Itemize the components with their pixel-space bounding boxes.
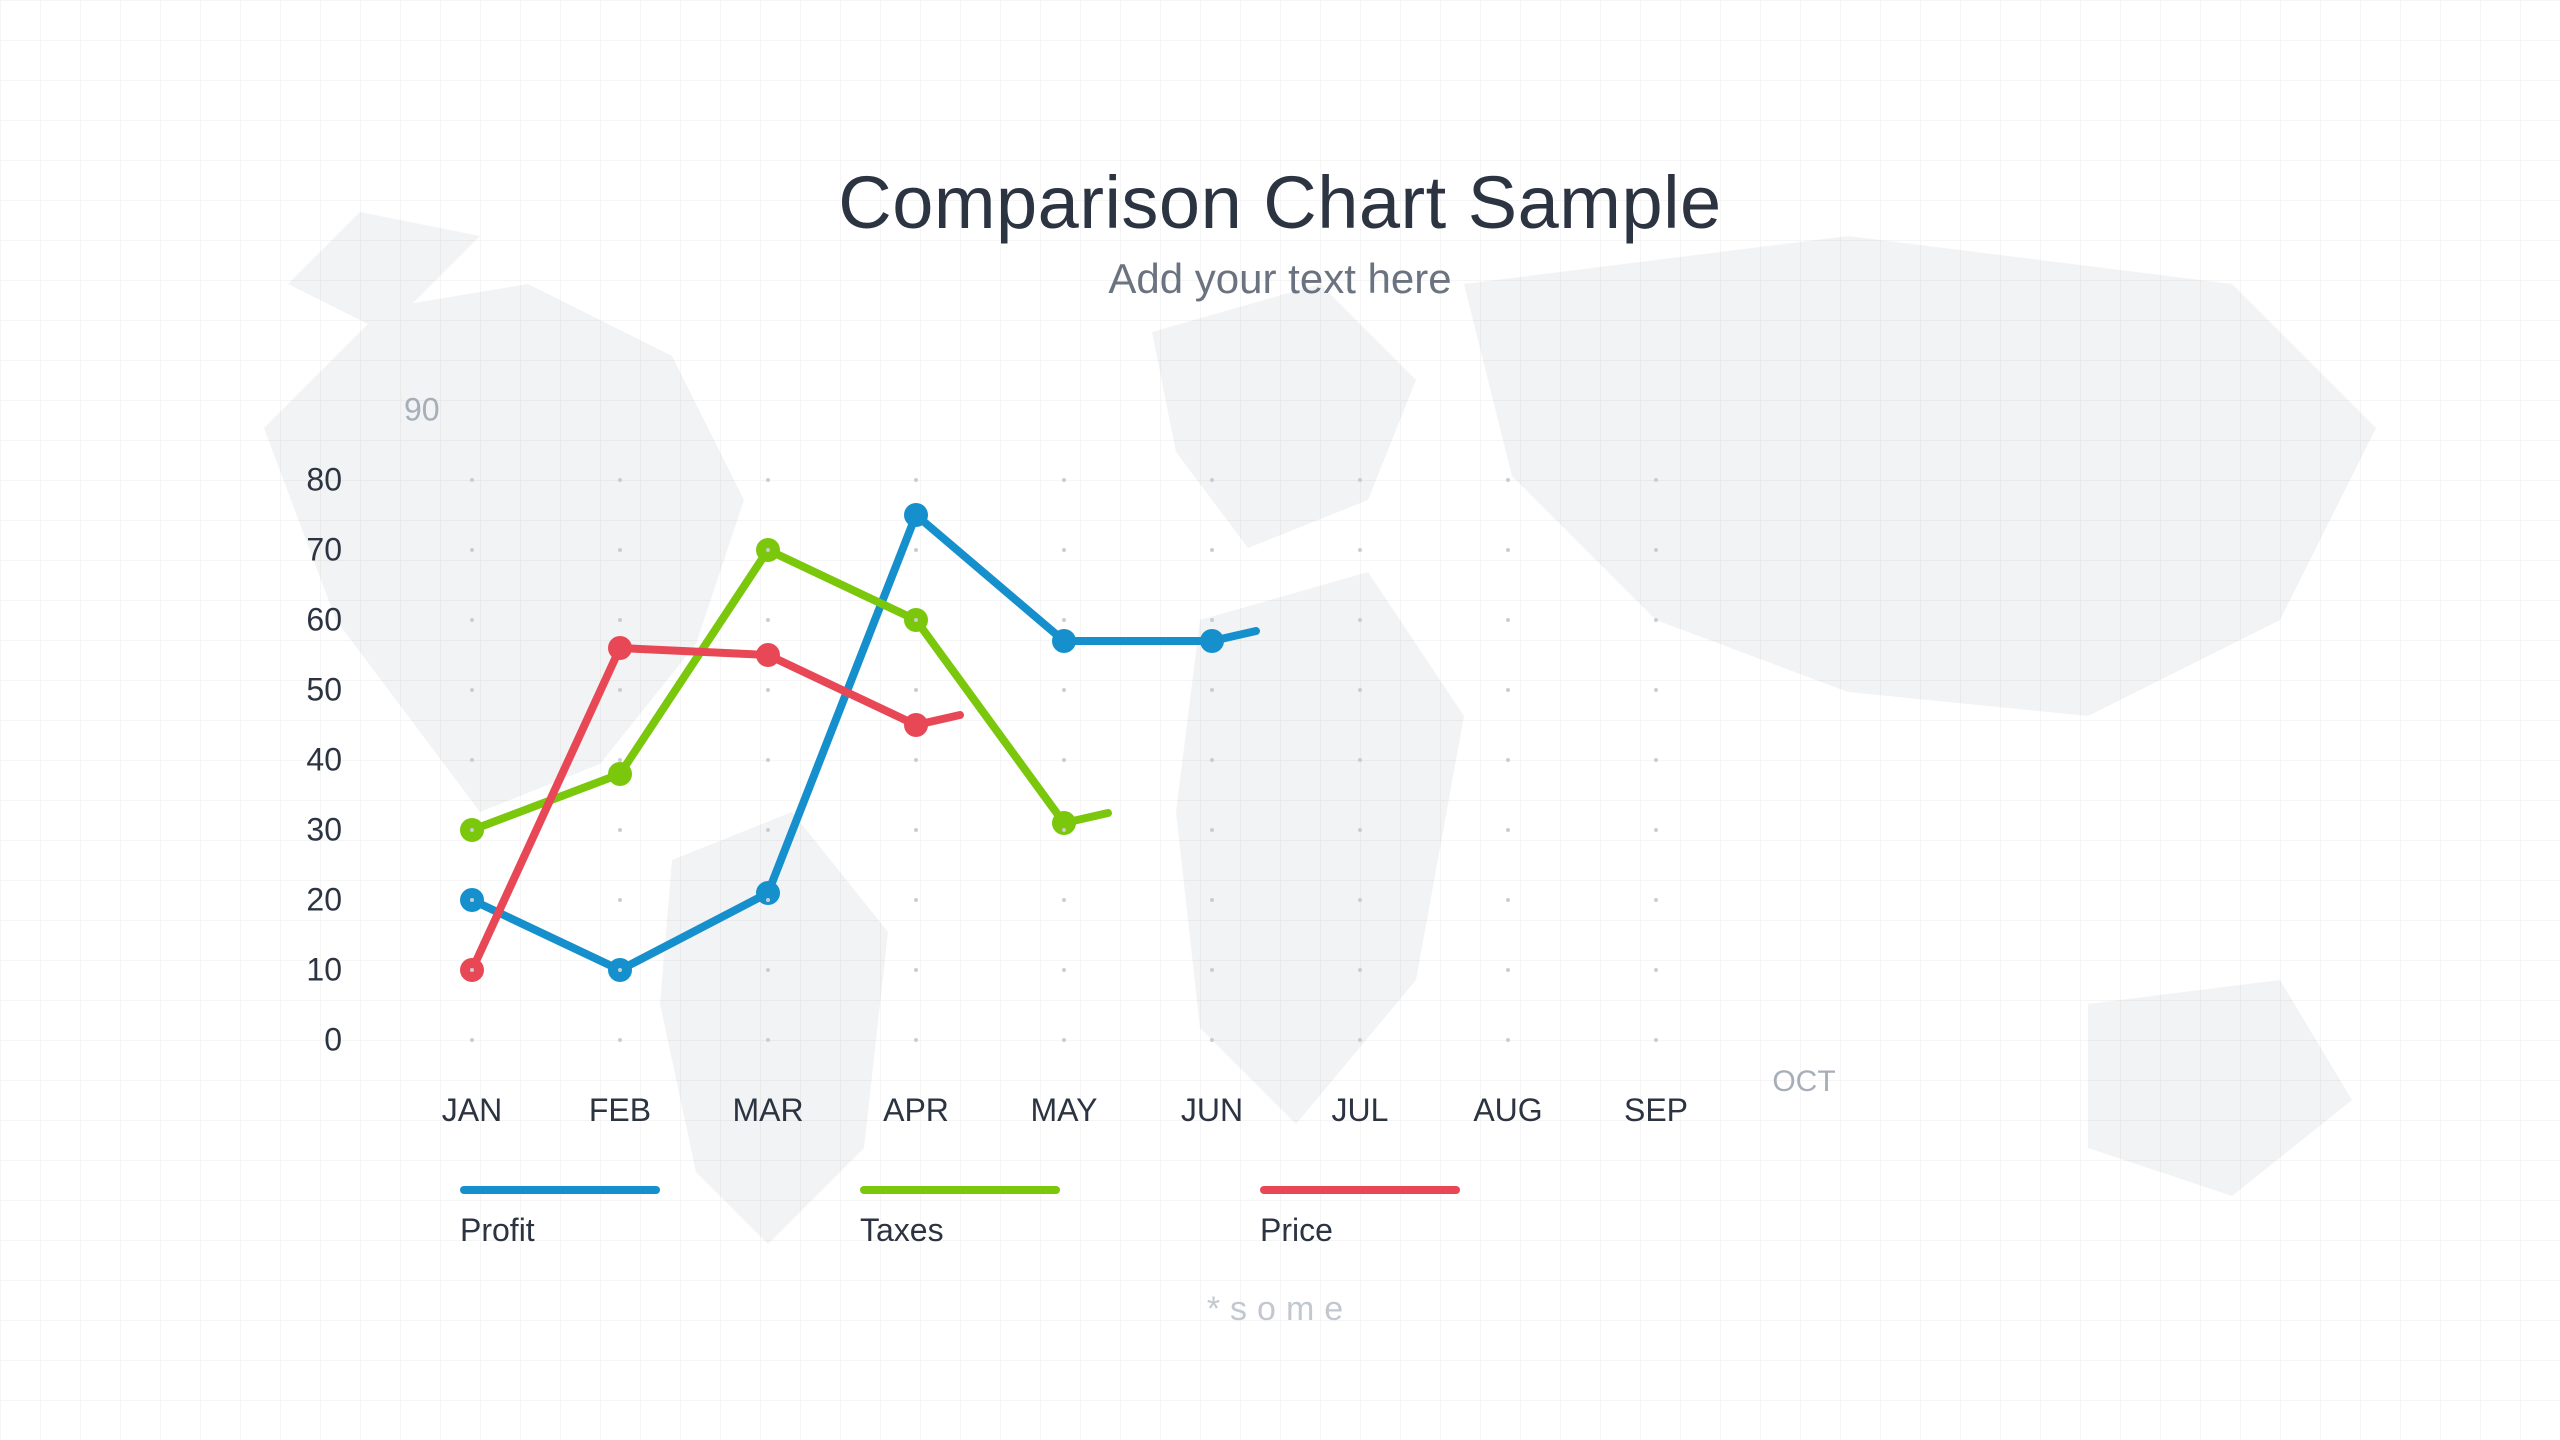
series-marker-profit: [904, 503, 928, 527]
y-axis-tick-label: 30: [306, 812, 342, 849]
y-axis-tick-label: 70: [306, 532, 342, 569]
series-marker-profit: [1200, 629, 1224, 653]
legend-swatch: [860, 1186, 1060, 1194]
footnote-text: *some: [0, 1290, 2560, 1329]
x-axis-tick-label: JUL: [1332, 1092, 1389, 1129]
series-marker-price: [756, 643, 780, 667]
y-axis-tick-label: 10: [306, 952, 342, 989]
legend-label: Price: [1260, 1212, 1333, 1249]
x-axis-tick-label: JAN: [442, 1092, 502, 1129]
chart-plot-area: 0102030405060708090JANFEBMARAPRMAYJUNJUL…: [360, 480, 1840, 1040]
x-axis-tick-label: MAY: [1031, 1092, 1098, 1129]
x-axis-tick-label: MAR: [732, 1092, 803, 1129]
series-marker-price: [904, 713, 928, 737]
title-block: Comparison Chart Sample Add your text he…: [0, 160, 2560, 303]
y-axis-tick-label: 20: [306, 882, 342, 919]
chart-subtitle: Add your text here: [0, 255, 2560, 303]
legend-swatch: [460, 1186, 660, 1194]
legend-item-price: Price: [1260, 1186, 1460, 1249]
series-marker-price: [608, 636, 632, 660]
y-axis-tick-label: 0: [324, 1022, 342, 1059]
y-axis-tick-label: 50: [306, 672, 342, 709]
x-axis-tick-label: FEB: [589, 1092, 651, 1129]
y-axis-tick-label: 60: [306, 602, 342, 639]
x-axis-tick-label: SEP: [1624, 1092, 1688, 1129]
legend-swatch: [1260, 1186, 1460, 1194]
x-axis-tick-label: APR: [883, 1092, 949, 1129]
y-axis-tick-label-extra: 90: [404, 392, 440, 429]
legend-label: Profit: [460, 1212, 535, 1249]
chart-container: 0102030405060708090JANFEBMARAPRMAYJUNJUL…: [360, 480, 1840, 1040]
x-axis-tick-label: JUN: [1181, 1092, 1243, 1129]
chart-lines-svg: [360, 480, 1840, 1040]
legend-item-profit: Profit: [460, 1186, 660, 1249]
legend-item-taxes: Taxes: [860, 1186, 1060, 1249]
legend-label: Taxes: [860, 1212, 944, 1249]
y-axis-tick-label: 40: [306, 742, 342, 779]
chart-legend: Profit Taxes Price: [460, 1186, 1460, 1249]
series-line-profit: [472, 515, 1256, 970]
x-axis-tick-label-extra: OCT: [1772, 1065, 1835, 1099]
x-axis-tick-label: AUG: [1473, 1092, 1542, 1129]
series-marker-taxes: [608, 762, 632, 786]
series-marker-profit: [1052, 629, 1076, 653]
y-axis-tick-label: 80: [306, 462, 342, 499]
chart-title: Comparison Chart Sample: [0, 160, 2560, 245]
